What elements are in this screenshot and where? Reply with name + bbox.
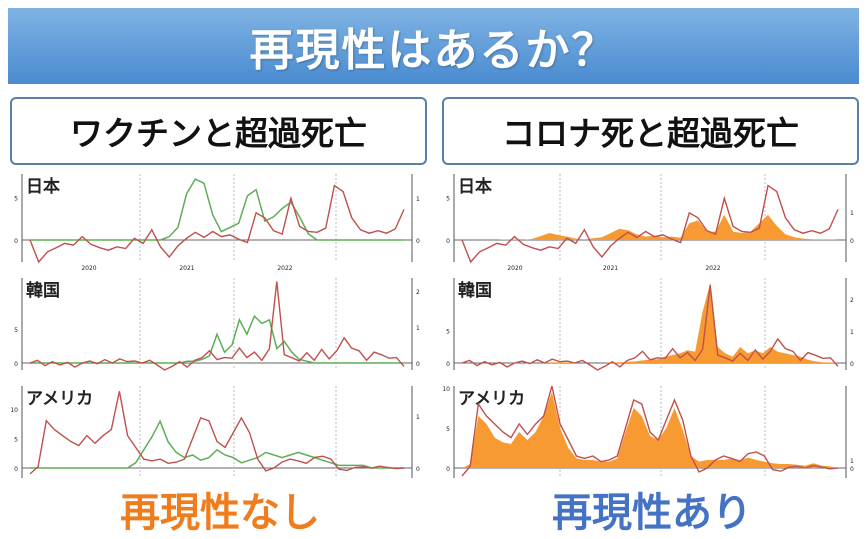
excess-deaths-line [29, 391, 405, 475]
left-column-header: ワクチンと超過死亡 [10, 97, 427, 165]
country-label: アメリカ [26, 389, 93, 409]
excess-deaths-line [461, 184, 839, 264]
y-tick-right: 0 [416, 238, 420, 245]
y-tick-right: 1 [416, 196, 420, 203]
y-tick-right: 1 [850, 210, 854, 217]
country-label: 韓国 [458, 280, 492, 301]
y-tick-left: 10 [442, 386, 450, 393]
y-tick-left: 0 [14, 361, 18, 368]
y-tick-right: 0 [850, 238, 854, 245]
x-tick-label: 2021 [179, 265, 194, 272]
title-banner: 再現性はあるか？ [8, 8, 859, 84]
covid-deaths-area [462, 214, 838, 240]
y-tick-right: 1 [416, 325, 420, 332]
y-tick-left: 5 [14, 327, 18, 334]
y-tick-left: 10 [10, 407, 18, 414]
y-tick-right: 2 [850, 297, 854, 304]
y-tick-right: 0 [850, 466, 854, 473]
y-tick-left: 5 [14, 196, 18, 203]
covid-deaths-area [462, 283, 838, 363]
y-tick-right: 1 [850, 329, 854, 336]
vaccine-line [30, 419, 404, 469]
right-column-header: コロナ死と超過死亡 [442, 97, 859, 165]
right-conclusion: 再現性あり [552, 490, 752, 536]
x-tick-label: 2020 [507, 265, 522, 272]
y-tick-left: 5 [446, 196, 450, 203]
y-tick-left: 5 [446, 426, 450, 433]
y-tick-left: 0 [14, 466, 18, 473]
y-tick-left: 0 [446, 466, 450, 473]
country-label: 日本 [458, 176, 492, 197]
excess-deaths-line [29, 184, 405, 264]
country-label: 日本 [26, 176, 60, 197]
y-tick-left: 5 [14, 437, 18, 444]
y-tick-left: 0 [446, 238, 450, 245]
country-label: アメリカ [458, 389, 525, 409]
covid-deaths-area [462, 392, 838, 468]
vaccine-line [30, 314, 404, 364]
country-label: 韓国 [26, 280, 60, 301]
excess-deaths-line [461, 284, 839, 371]
left-conclusion: 再現性なし [120, 490, 320, 536]
y-tick-left: 0 [14, 238, 18, 245]
excess-deaths-line [461, 385, 839, 477]
excess-deaths-line [29, 281, 405, 371]
x-tick-label: 2020 [81, 265, 96, 272]
x-tick-label: 2021 [603, 265, 618, 272]
y-tick-left: 5 [446, 329, 450, 336]
y-tick-right: 0 [416, 466, 420, 473]
page-title: 再現性はあるか？ [249, 25, 618, 76]
x-tick-label: 2022 [705, 265, 720, 272]
vaccine-line [30, 178, 404, 241]
y-tick-right: 1 [416, 414, 420, 421]
y-tick-right: 0 [850, 361, 854, 368]
x-tick-label: 2022 [277, 265, 292, 272]
y-tick-right: 1 [850, 458, 854, 465]
y-tick-right: 2 [416, 289, 420, 296]
y-tick-right: 0 [416, 361, 420, 368]
y-tick-left: 0 [446, 361, 450, 368]
